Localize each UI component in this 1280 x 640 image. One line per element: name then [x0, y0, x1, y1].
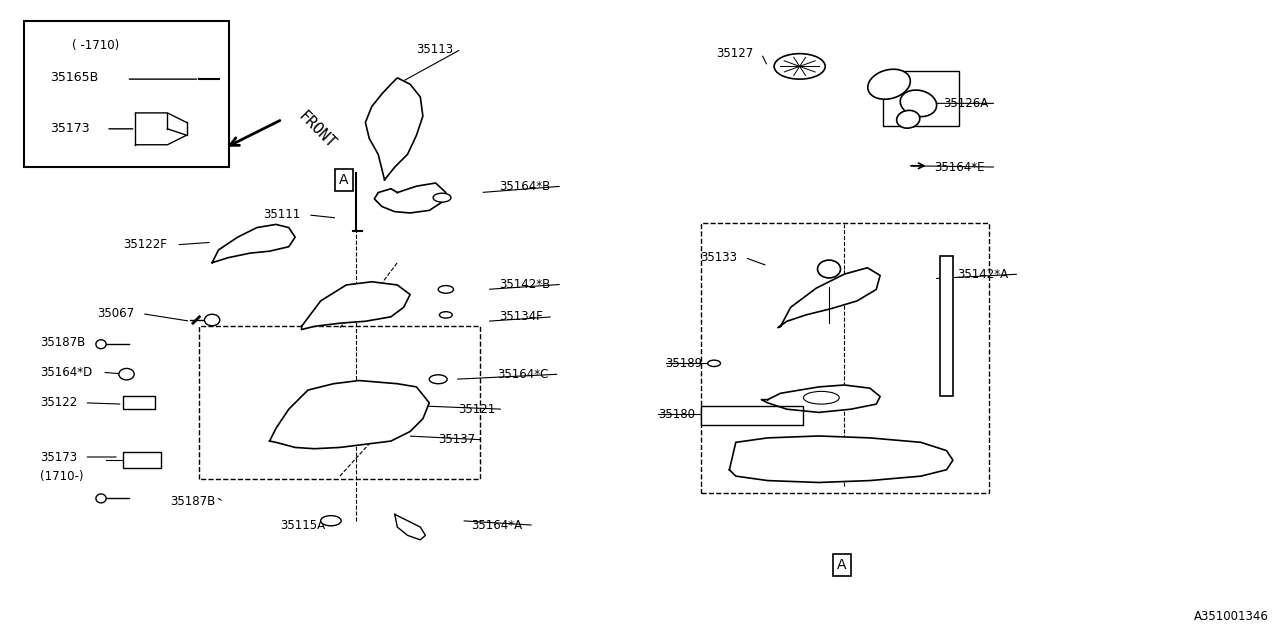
- Polygon shape: [374, 183, 445, 213]
- Text: 35164*C: 35164*C: [497, 367, 548, 381]
- Text: (1710-): (1710-): [40, 470, 83, 483]
- Text: 35115A: 35115A: [280, 518, 325, 532]
- Ellipse shape: [804, 392, 840, 404]
- Polygon shape: [365, 78, 422, 180]
- Text: 35127: 35127: [717, 47, 754, 60]
- Text: 35165B: 35165B: [50, 71, 99, 84]
- Circle shape: [433, 193, 451, 202]
- Bar: [940, 256, 952, 396]
- Ellipse shape: [897, 110, 920, 128]
- Text: A: A: [339, 173, 348, 187]
- Ellipse shape: [96, 340, 106, 349]
- Text: 35142*A: 35142*A: [956, 268, 1007, 280]
- Text: FRONT: FRONT: [296, 109, 338, 152]
- Ellipse shape: [868, 69, 910, 99]
- Text: 35180: 35180: [658, 408, 695, 421]
- Text: ( -1710): ( -1710): [72, 40, 119, 52]
- Text: 35134F: 35134F: [499, 310, 543, 323]
- Text: 35164*E: 35164*E: [934, 161, 984, 173]
- Circle shape: [438, 285, 453, 293]
- Polygon shape: [394, 515, 425, 540]
- Circle shape: [321, 516, 342, 526]
- Circle shape: [774, 54, 826, 79]
- Text: A: A: [837, 558, 846, 572]
- Polygon shape: [270, 381, 429, 449]
- Text: A351001346: A351001346: [1193, 610, 1268, 623]
- Text: 35111: 35111: [264, 209, 301, 221]
- Text: 35142*B: 35142*B: [499, 278, 550, 291]
- Text: 35067: 35067: [97, 307, 134, 320]
- Text: 35187B: 35187B: [40, 336, 84, 349]
- Text: 35189: 35189: [666, 357, 703, 370]
- Text: 35173: 35173: [50, 122, 90, 135]
- Text: 35133: 35133: [700, 251, 737, 264]
- Bar: [701, 223, 988, 493]
- Bar: [883, 72, 959, 125]
- Ellipse shape: [205, 314, 220, 326]
- Polygon shape: [730, 436, 952, 483]
- Text: 35173: 35173: [40, 451, 77, 463]
- Text: 35164*A: 35164*A: [471, 518, 522, 532]
- Polygon shape: [302, 282, 410, 330]
- Bar: [701, 406, 804, 425]
- Text: 35137: 35137: [438, 433, 475, 446]
- Text: 35122F: 35122F: [123, 238, 166, 252]
- Text: 35164*B: 35164*B: [499, 180, 550, 193]
- Ellipse shape: [96, 494, 106, 503]
- Polygon shape: [762, 385, 881, 412]
- Bar: [123, 452, 161, 468]
- Text: 35126A: 35126A: [942, 97, 988, 110]
- Circle shape: [439, 312, 452, 318]
- Polygon shape: [212, 225, 296, 262]
- Text: 35113: 35113: [416, 43, 453, 56]
- Text: 35122: 35122: [40, 396, 77, 410]
- Ellipse shape: [818, 260, 841, 278]
- Text: 35164*D: 35164*D: [40, 365, 92, 379]
- Text: 35187B: 35187B: [170, 495, 215, 508]
- Ellipse shape: [900, 90, 937, 116]
- Circle shape: [708, 360, 721, 367]
- Bar: [123, 396, 155, 409]
- Ellipse shape: [119, 369, 134, 380]
- Circle shape: [429, 375, 447, 384]
- Text: 35121: 35121: [458, 403, 495, 416]
- Polygon shape: [778, 268, 881, 328]
- Bar: [24, 20, 229, 167]
